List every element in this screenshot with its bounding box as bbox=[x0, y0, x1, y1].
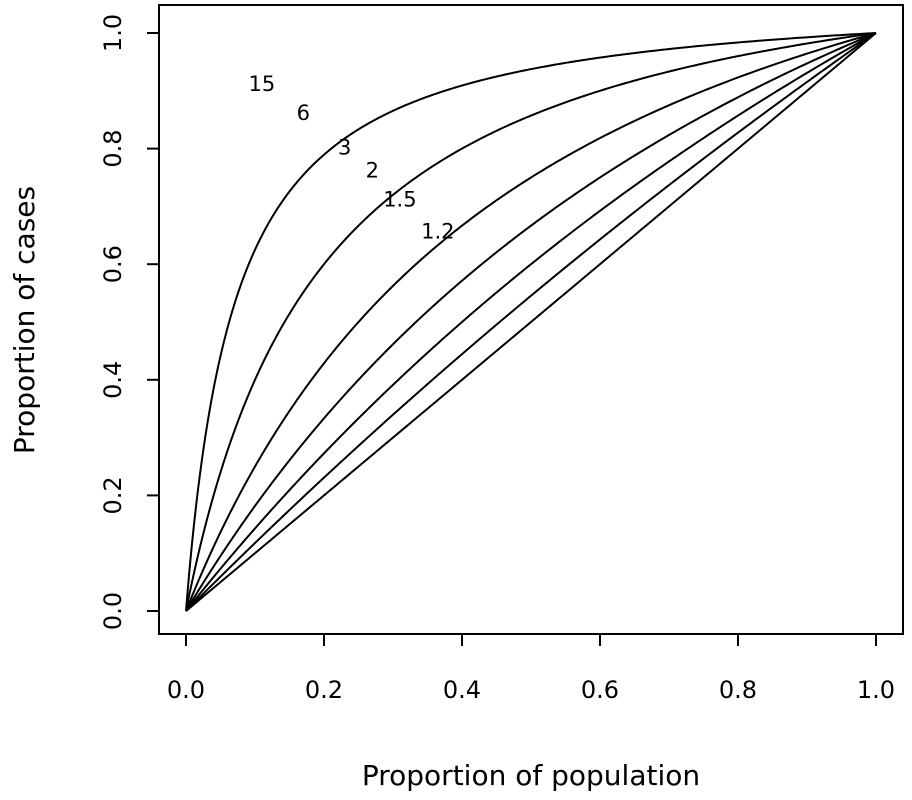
y-tick-label: 0.8 bbox=[99, 130, 127, 168]
y-tick-label: 0.2 bbox=[99, 476, 127, 514]
series-label: 2 bbox=[366, 159, 379, 183]
series-labels: 15 6 321.51.2 bbox=[249, 72, 455, 243]
plot-frame bbox=[158, 4, 904, 635]
series-line bbox=[185, 32, 877, 612]
series-line bbox=[185, 32, 877, 612]
x-tick-label: 0.6 bbox=[581, 676, 619, 704]
y-tick-label: 0.6 bbox=[99, 245, 127, 283]
series-label: 15 bbox=[249, 72, 276, 96]
series-lines bbox=[185, 32, 877, 612]
series-label: 1.5 bbox=[383, 188, 416, 212]
series-line bbox=[185, 32, 877, 612]
y-tick-label: 0.4 bbox=[99, 361, 127, 399]
x-tick-label: 0.8 bbox=[719, 676, 757, 704]
series-line bbox=[185, 32, 877, 612]
axis-ticks: 0.0 0.2 0.4 0.6 0.8 1.0 0.0 0.2 0.4 0.6 0.8 1.0 bbox=[99, 14, 895, 704]
y-axis-label: Proportion of cases bbox=[8, 186, 41, 454]
series-line bbox=[185, 32, 877, 612]
x-tick-label: 1.0 bbox=[857, 676, 895, 704]
series-label: 1.2 bbox=[421, 219, 454, 243]
x-tick-label: 0.4 bbox=[443, 676, 481, 704]
x-tick-label: 0.2 bbox=[305, 676, 343, 704]
series-label: 3 bbox=[338, 136, 351, 160]
series-line bbox=[185, 32, 877, 612]
series-label: 6 bbox=[297, 101, 310, 125]
series-line bbox=[185, 32, 877, 612]
y-tick-label: 0.0 bbox=[99, 592, 127, 630]
x-tick-label: 0.0 bbox=[167, 676, 205, 704]
x-axis-label: Proportion of population bbox=[362, 759, 700, 792]
y-tick-label: 1.0 bbox=[99, 14, 127, 52]
